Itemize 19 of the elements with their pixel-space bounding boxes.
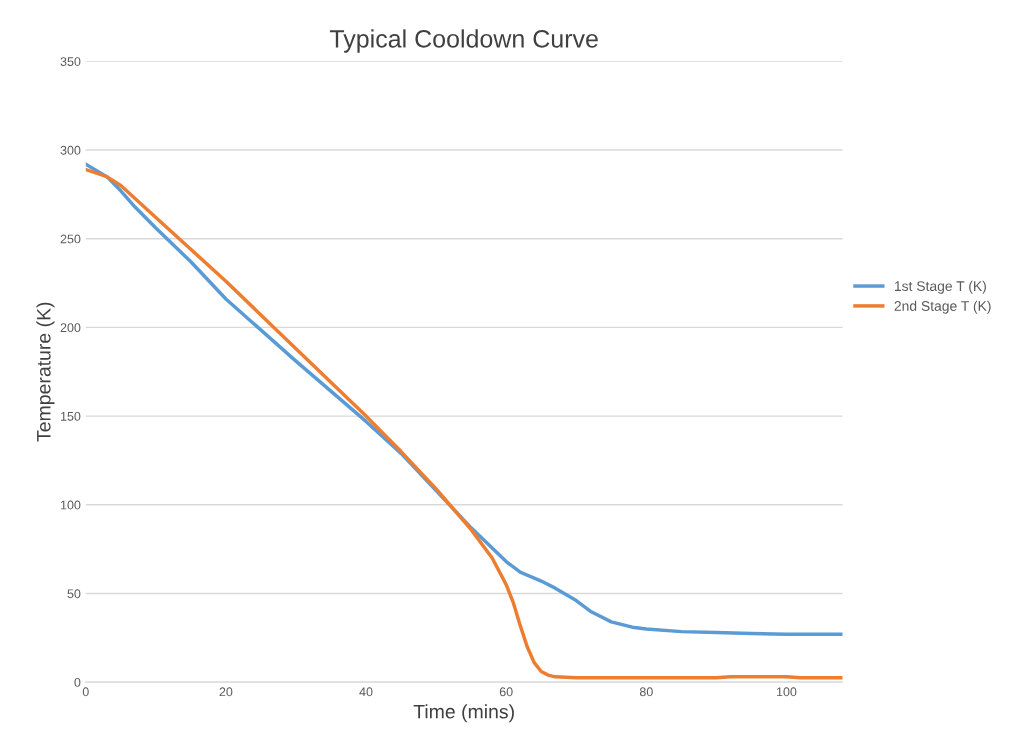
y-axis-title: Temperature (K)	[36, 302, 55, 442]
x-tick-label: 0	[82, 687, 89, 697]
y-tick-label: 0	[74, 677, 81, 687]
y-tick-label: 300	[60, 145, 81, 155]
y-tick-label: 50	[67, 589, 81, 599]
y-tick-label: 250	[60, 234, 81, 244]
y-tick-label: 100	[61, 500, 81, 510]
x-tick-label: 40	[359, 687, 373, 697]
y-tick-label: 200	[60, 323, 81, 333]
y-tick-label: 150	[61, 411, 81, 421]
legend-label: 2nd Stage T (K)	[894, 300, 991, 314]
legend-label: 1st Stage T (K)	[894, 280, 986, 294]
chart-title: Typical Cooldown Curve	[329, 29, 598, 53]
x-tick-label: 20	[219, 687, 233, 697]
x-axis-title: Time (mins)	[413, 704, 514, 723]
x-tick-label: 80	[639, 687, 653, 697]
y-tick-label: 350	[60, 57, 81, 66]
x-tick-label: 60	[499, 687, 513, 697]
x-tick-label: 100	[776, 687, 797, 697]
